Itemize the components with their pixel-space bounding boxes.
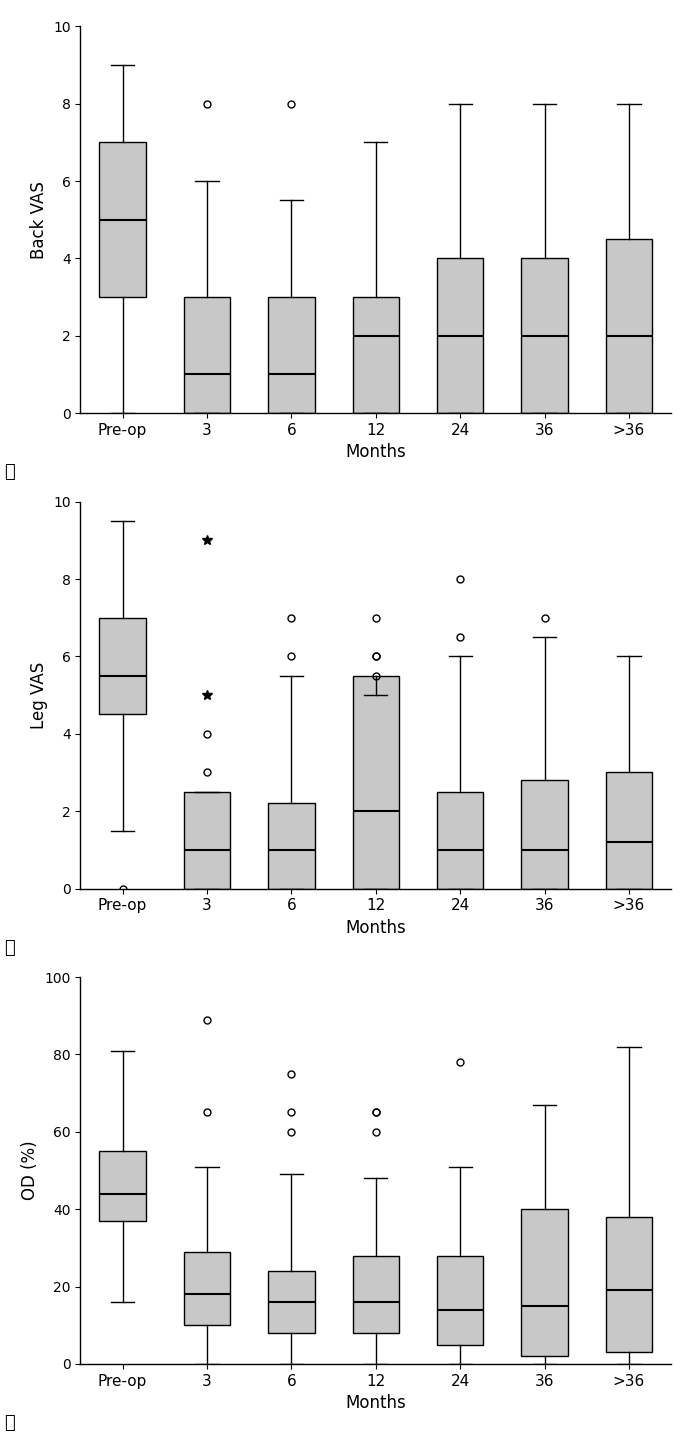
PathPatch shape (184, 297, 230, 413)
PathPatch shape (521, 780, 568, 888)
X-axis label: Months: Months (345, 919, 406, 937)
Text: Ⓑ: Ⓑ (3, 939, 15, 957)
PathPatch shape (437, 258, 484, 413)
PathPatch shape (268, 297, 315, 413)
PathPatch shape (606, 772, 652, 888)
PathPatch shape (100, 142, 146, 297)
PathPatch shape (521, 1209, 568, 1356)
PathPatch shape (184, 1251, 230, 1326)
PathPatch shape (268, 1271, 315, 1333)
PathPatch shape (353, 297, 399, 413)
PathPatch shape (353, 676, 399, 888)
Y-axis label: OD (%): OD (%) (21, 1141, 39, 1201)
PathPatch shape (268, 804, 315, 888)
X-axis label: Months: Months (345, 443, 406, 461)
Y-axis label: Leg VAS: Leg VAS (30, 662, 48, 729)
PathPatch shape (521, 258, 568, 413)
PathPatch shape (437, 1255, 484, 1344)
PathPatch shape (437, 792, 484, 888)
PathPatch shape (606, 239, 652, 413)
Text: Ⓐ: Ⓐ (3, 463, 15, 481)
PathPatch shape (184, 792, 230, 888)
PathPatch shape (100, 618, 146, 715)
PathPatch shape (100, 1151, 146, 1221)
PathPatch shape (353, 1255, 399, 1333)
X-axis label: Months: Months (345, 1394, 406, 1412)
Text: Ⓒ: Ⓒ (3, 1414, 15, 1432)
Y-axis label: Back VAS: Back VAS (30, 181, 48, 259)
PathPatch shape (606, 1217, 652, 1353)
